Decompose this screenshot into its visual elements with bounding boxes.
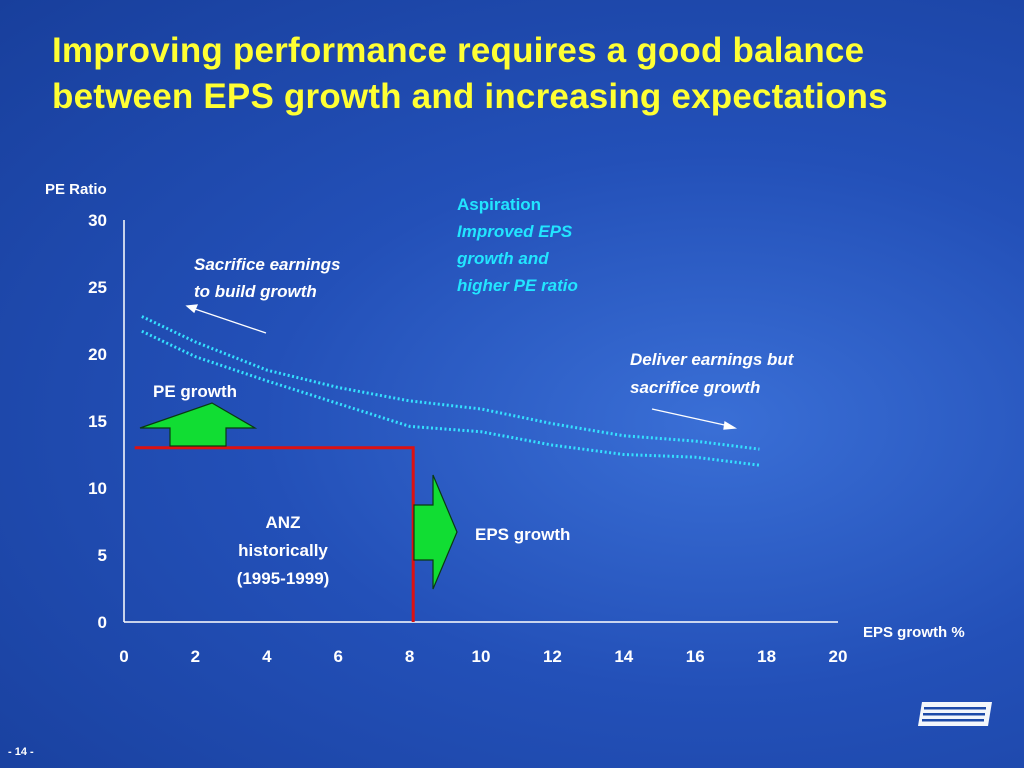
y-axis-title: PE Ratio (45, 181, 107, 198)
eps-growth-arrow (413, 474, 458, 590)
slide-title: Improving performance requires a good ba… (52, 31, 888, 116)
x-tick-label: 0 (119, 647, 128, 666)
x-tick-label: 14 (614, 647, 633, 666)
aspiration-line1: Improved EPS (457, 222, 573, 241)
aspiration-title: Aspiration (457, 195, 541, 214)
sacrifice-line1: Sacrifice earnings (194, 255, 340, 274)
anz-historical-line (134, 446, 415, 622)
x-tick-label: 6 (333, 647, 342, 666)
eps-growth-label: EPS growth (475, 525, 570, 544)
y-tick-label: 15 (88, 412, 107, 431)
anz-line3: (1995-1999) (237, 569, 330, 588)
chart-axes: 0 2 4 6 8 10 12 14 16 18 20 0 5 10 15 20 25 30 (88, 211, 847, 666)
y-tick-label: 0 (98, 613, 107, 632)
x-tick-label: 18 (757, 647, 776, 666)
anz-line1: ANZ (266, 513, 301, 532)
x-tick-label: 16 (686, 647, 705, 666)
aspiration-line3: higher PE ratio (457, 276, 578, 295)
deliver-line2: sacrifice growth (630, 378, 760, 397)
y-tick-label: 20 (88, 345, 107, 364)
anz-historically-label: ANZ historically (1995-1999) (237, 513, 330, 588)
y-tick-label: 25 (88, 278, 107, 297)
x-tick-label: 8 (405, 647, 414, 666)
x-axis-title: EPS growth % (863, 624, 965, 641)
deliver-annotation: Deliver earnings but sacrifice growth (630, 350, 795, 397)
deliver-arrow (651, 408, 738, 430)
anz-logo (918, 702, 992, 726)
y-tick-label: 30 (88, 211, 107, 230)
pe-growth-label: PE growth (153, 382, 237, 401)
pe-growth-arrow (139, 402, 258, 447)
aspiration-line2: growth and (456, 249, 549, 268)
x-tick-label: 12 (543, 647, 562, 666)
aspiration-annotation: Aspiration Improved EPS growth and highe… (456, 195, 578, 295)
deliver-line1: Deliver earnings but (630, 350, 795, 369)
sacrifice-annotation: Sacrifice earnings to build growth (194, 255, 340, 301)
x-tick-label: 20 (829, 647, 848, 666)
sacrifice-line2: to build growth (194, 282, 317, 301)
x-tick-label: 10 (472, 647, 491, 666)
anz-line2: historically (238, 541, 328, 560)
x-tick-label: 2 (191, 647, 200, 666)
sacrifice-arrow (185, 304, 267, 334)
chart-series (134, 315, 760, 622)
y-tick-label: 5 (98, 546, 107, 565)
expectation-curve-2 (141, 329, 760, 467)
slide-number: - 14 - (8, 746, 34, 758)
x-tick-label: 4 (262, 647, 272, 666)
y-tick-label: 10 (88, 479, 107, 498)
